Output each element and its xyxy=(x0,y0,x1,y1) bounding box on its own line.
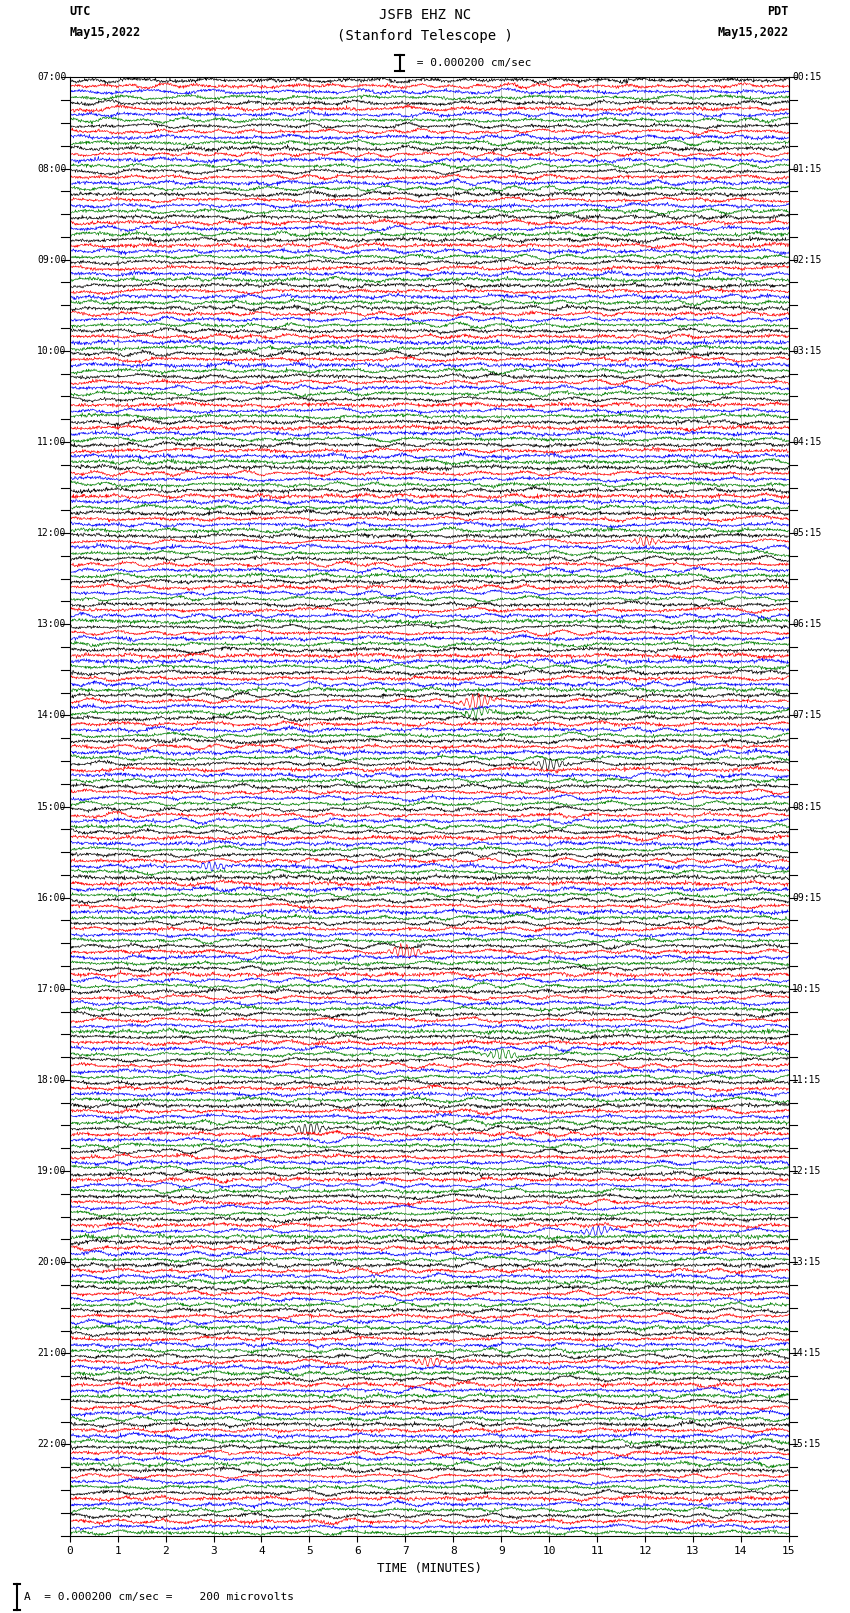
Text: 04:15: 04:15 xyxy=(792,437,822,447)
Text: 07:00: 07:00 xyxy=(37,73,66,82)
Text: 14:00: 14:00 xyxy=(37,710,66,721)
Text: = 0.000200 cm/sec: = 0.000200 cm/sec xyxy=(410,58,531,68)
Text: 10:15: 10:15 xyxy=(792,984,822,994)
Text: May15,2022: May15,2022 xyxy=(70,26,141,39)
Text: 18:00: 18:00 xyxy=(37,1074,66,1086)
Text: 08:15: 08:15 xyxy=(792,802,822,811)
Text: 01:15: 01:15 xyxy=(792,163,822,174)
Text: 11:00: 11:00 xyxy=(37,437,66,447)
Text: 13:00: 13:00 xyxy=(37,619,66,629)
Text: 21:00: 21:00 xyxy=(37,1348,66,1358)
Text: UTC: UTC xyxy=(70,5,91,18)
Text: 10:00: 10:00 xyxy=(37,345,66,356)
X-axis label: TIME (MINUTES): TIME (MINUTES) xyxy=(377,1561,482,1574)
Text: 20:00: 20:00 xyxy=(37,1257,66,1268)
Text: 16:00: 16:00 xyxy=(37,892,66,903)
Text: 19:00: 19:00 xyxy=(37,1166,66,1176)
Text: 03:15: 03:15 xyxy=(792,345,822,356)
Text: 15:15: 15:15 xyxy=(792,1439,822,1450)
Text: 07:15: 07:15 xyxy=(792,710,822,721)
Text: 06:15: 06:15 xyxy=(792,619,822,629)
Text: PDT: PDT xyxy=(768,5,789,18)
Text: 22:00: 22:00 xyxy=(37,1439,66,1450)
Text: A  = 0.000200 cm/sec =    200 microvolts: A = 0.000200 cm/sec = 200 microvolts xyxy=(24,1592,294,1602)
Text: 00:15: 00:15 xyxy=(792,73,822,82)
Text: 17:00: 17:00 xyxy=(37,984,66,994)
Text: (Stanford Telescope ): (Stanford Telescope ) xyxy=(337,29,513,44)
Text: 11:15: 11:15 xyxy=(792,1074,822,1086)
Text: 02:15: 02:15 xyxy=(792,255,822,265)
Text: 09:15: 09:15 xyxy=(792,892,822,903)
Text: 05:15: 05:15 xyxy=(792,527,822,539)
Text: 15:00: 15:00 xyxy=(37,802,66,811)
Text: JSFB EHZ NC: JSFB EHZ NC xyxy=(379,8,471,23)
Text: 13:15: 13:15 xyxy=(792,1257,822,1268)
Text: 12:00: 12:00 xyxy=(37,527,66,539)
Text: 12:15: 12:15 xyxy=(792,1166,822,1176)
Text: 08:00: 08:00 xyxy=(37,163,66,174)
Text: 14:15: 14:15 xyxy=(792,1348,822,1358)
Text: May15,2022: May15,2022 xyxy=(717,26,789,39)
Text: 09:00: 09:00 xyxy=(37,255,66,265)
